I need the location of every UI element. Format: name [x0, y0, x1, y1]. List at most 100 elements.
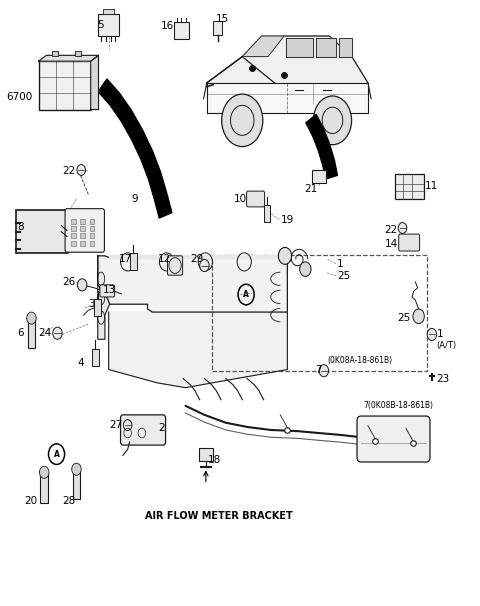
Text: 5: 5	[97, 20, 104, 30]
Text: 1: 1	[337, 259, 344, 268]
Text: 9: 9	[132, 194, 138, 204]
Bar	[80, 226, 85, 231]
Bar	[90, 233, 95, 238]
Bar	[212, 255, 427, 371]
Circle shape	[123, 420, 132, 431]
Text: 13: 13	[103, 285, 116, 295]
Bar	[28, 318, 35, 348]
Circle shape	[53, 327, 62, 339]
Text: 7(0K08B-18-861B): 7(0K08B-18-861B)	[363, 401, 433, 410]
Polygon shape	[91, 55, 98, 110]
Circle shape	[313, 96, 351, 145]
Bar	[71, 241, 75, 245]
Bar	[80, 219, 85, 224]
Bar	[75, 52, 81, 56]
Polygon shape	[108, 255, 288, 258]
Text: 15: 15	[216, 14, 229, 24]
Circle shape	[77, 165, 85, 175]
Bar	[71, 219, 75, 224]
Circle shape	[398, 222, 407, 233]
FancyBboxPatch shape	[357, 416, 430, 462]
Text: 17: 17	[119, 255, 132, 264]
Circle shape	[200, 259, 209, 271]
Polygon shape	[286, 38, 313, 56]
Polygon shape	[242, 36, 284, 56]
Text: 2: 2	[158, 423, 165, 433]
FancyBboxPatch shape	[65, 208, 105, 252]
Text: 8: 8	[18, 222, 24, 233]
Bar	[104, 9, 114, 14]
Circle shape	[427, 328, 437, 341]
Bar	[98, 14, 119, 36]
Bar	[95, 299, 101, 316]
Bar	[174, 22, 189, 39]
Circle shape	[39, 466, 49, 478]
Bar	[90, 226, 95, 231]
Text: 29: 29	[190, 255, 204, 264]
Text: 25: 25	[337, 271, 350, 281]
Bar	[71, 226, 75, 231]
Text: 6: 6	[18, 328, 24, 338]
Bar	[38, 61, 91, 110]
Circle shape	[300, 262, 311, 276]
Text: 12: 12	[158, 255, 171, 264]
Text: 25: 25	[397, 313, 410, 323]
Polygon shape	[98, 256, 288, 312]
Circle shape	[222, 94, 263, 147]
Polygon shape	[339, 38, 352, 56]
Bar	[80, 233, 85, 238]
Text: 27: 27	[109, 420, 123, 430]
Polygon shape	[316, 38, 336, 56]
Bar	[213, 21, 222, 35]
Text: 22: 22	[384, 225, 398, 236]
Text: (0K08A-18-861B): (0K08A-18-861B)	[328, 356, 393, 365]
Bar	[92, 349, 99, 366]
Text: 22: 22	[62, 166, 75, 176]
Text: 7: 7	[315, 364, 322, 375]
FancyBboxPatch shape	[247, 191, 264, 207]
Polygon shape	[108, 312, 288, 388]
Text: 24: 24	[38, 328, 52, 338]
FancyBboxPatch shape	[168, 256, 182, 275]
Polygon shape	[207, 83, 368, 113]
Text: 20: 20	[24, 496, 37, 506]
Text: (A/T): (A/T)	[437, 341, 457, 350]
FancyBboxPatch shape	[120, 415, 166, 445]
Circle shape	[72, 463, 81, 475]
Bar	[130, 253, 137, 270]
Text: 11: 11	[425, 181, 438, 191]
Text: 1: 1	[437, 330, 443, 339]
Text: 16: 16	[160, 21, 174, 31]
Bar	[51, 52, 58, 56]
Text: AIR FLOW METER BRACKET: AIR FLOW METER BRACKET	[145, 511, 293, 521]
Circle shape	[27, 312, 36, 324]
Bar	[90, 241, 95, 245]
FancyBboxPatch shape	[100, 285, 115, 297]
Text: A: A	[54, 450, 60, 459]
Text: 4: 4	[77, 359, 84, 368]
Circle shape	[319, 365, 329, 377]
Text: 26: 26	[62, 277, 75, 287]
Text: 18: 18	[208, 455, 221, 465]
Bar	[16, 210, 68, 253]
Polygon shape	[98, 256, 109, 339]
Polygon shape	[98, 79, 172, 218]
Bar	[72, 469, 80, 499]
Text: A: A	[243, 290, 249, 299]
Bar	[40, 472, 48, 502]
Bar	[264, 205, 270, 222]
Text: 28: 28	[62, 496, 75, 506]
FancyBboxPatch shape	[399, 234, 420, 251]
Text: 21: 21	[304, 184, 317, 195]
Bar	[312, 170, 326, 183]
Circle shape	[77, 279, 87, 291]
Text: 10: 10	[234, 194, 247, 204]
Polygon shape	[207, 36, 368, 83]
Polygon shape	[38, 55, 98, 61]
Text: 3: 3	[88, 299, 95, 309]
Text: 23: 23	[437, 373, 450, 384]
Bar	[90, 219, 95, 224]
Text: 6700: 6700	[7, 93, 33, 102]
Circle shape	[278, 247, 292, 264]
Bar	[199, 448, 213, 461]
